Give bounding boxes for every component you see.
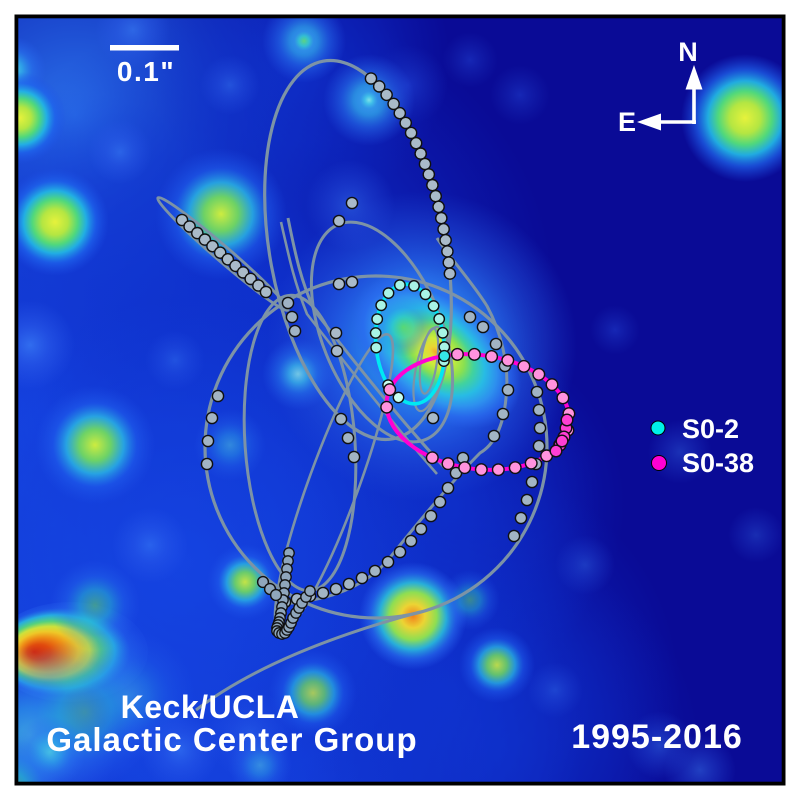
svg-text:Galactic Center Group: Galactic Center Group [46,721,417,758]
svg-text:1995-2016: 1995-2016 [571,718,743,756]
svg-text:Keck/UCLA: Keck/UCLA [121,689,300,725]
svg-text:S0-2: S0-2 [682,414,739,444]
svg-text:S0-38: S0-38 [682,448,754,478]
svg-text:N: N [678,37,698,67]
svg-text:0.1": 0.1" [117,56,175,87]
svg-text:E: E [618,107,636,137]
